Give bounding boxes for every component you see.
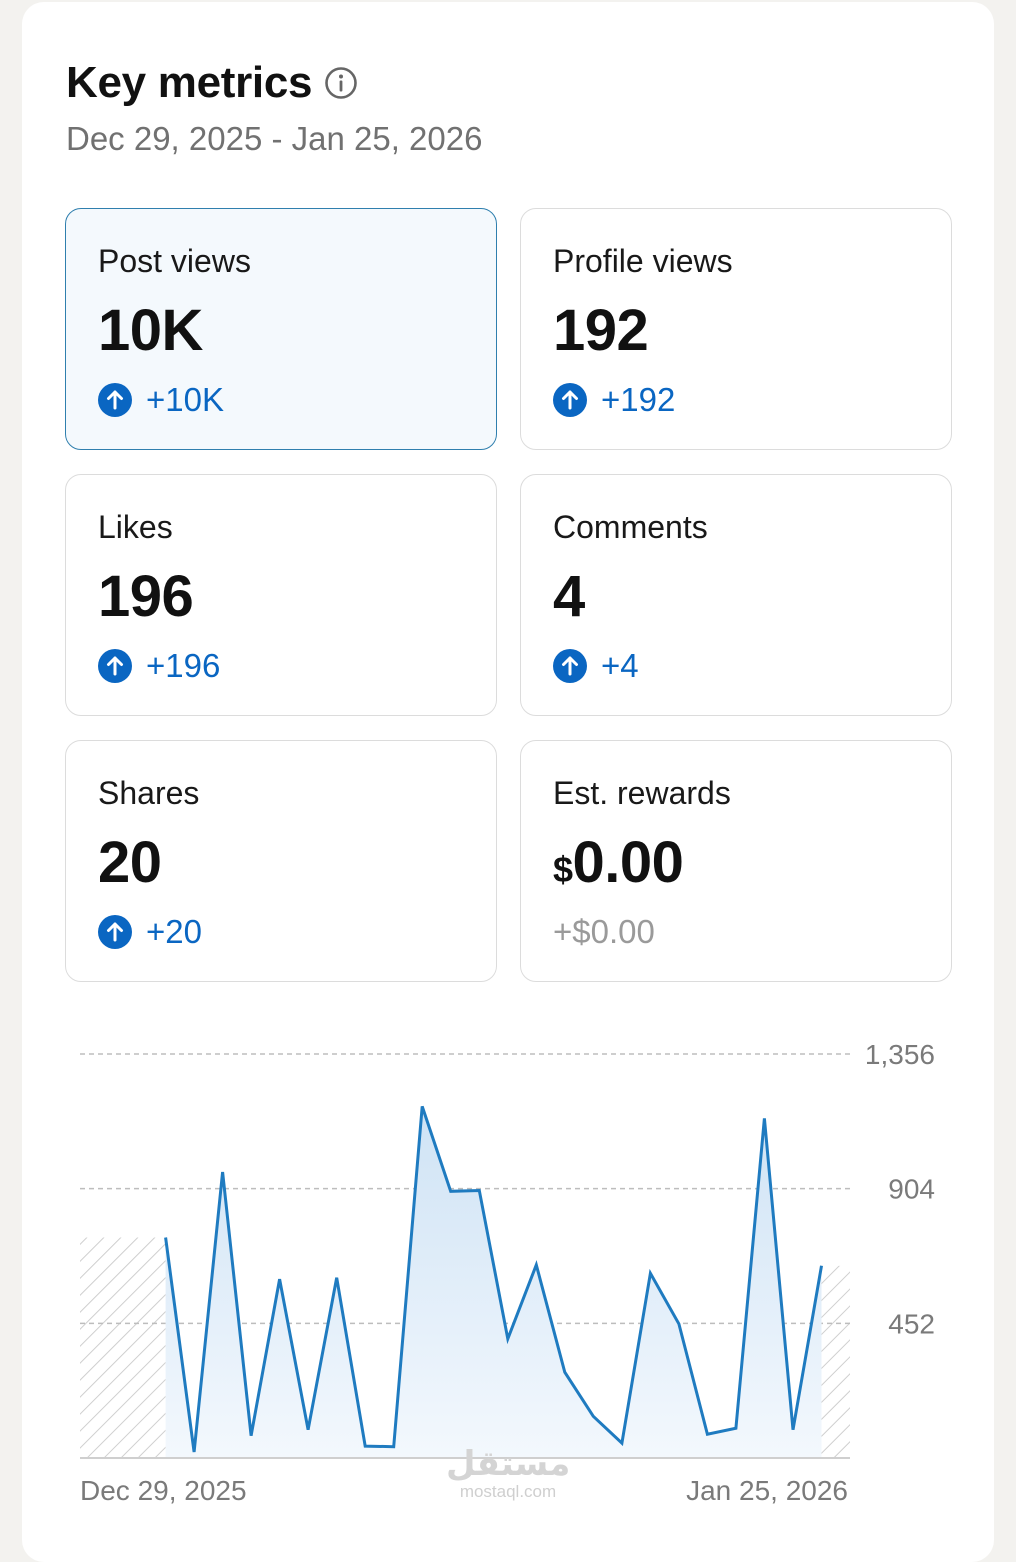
title-row: Key metrics	[66, 58, 358, 108]
metric-change: +4	[553, 647, 639, 685]
metric-value: 20	[98, 830, 162, 895]
metric-card-est-rewards[interactable]: Est. rewards $0.00 +$0.00	[520, 740, 952, 982]
hatched-range	[821, 1265, 850, 1458]
info-icon[interactable]	[324, 66, 358, 100]
metric-change: +20	[98, 913, 202, 951]
metric-card-likes[interactable]: Likes 196 +196	[65, 474, 497, 716]
metric-change-text: +192	[601, 381, 676, 418]
x-tick-label-start: Dec 29, 2025	[80, 1475, 247, 1506]
watermark: مستقل mostaql.com	[446, 1446, 570, 1502]
metric-value: 10K	[98, 298, 203, 363]
metric-change: +192	[553, 381, 675, 419]
metric-label: Shares	[98, 775, 200, 811]
watermark-logo: مستقل	[446, 1445, 571, 1483]
arrow-up-circle-icon	[98, 649, 132, 683]
metric-label: Likes	[98, 509, 173, 545]
arrow-up-circle-icon	[553, 649, 587, 683]
metric-label: Profile views	[553, 243, 733, 279]
metric-label: Est. rewards	[553, 775, 731, 811]
metric-change: +196	[98, 647, 220, 685]
watermark-text: mostaql.com	[459, 1482, 557, 1501]
arrow-up-circle-icon	[98, 383, 132, 417]
metric-change-text: +10K	[146, 381, 224, 418]
metric-value: 4	[553, 564, 585, 629]
y-tick-label: 452	[888, 1308, 935, 1339]
metric-change-text: +$0.00	[553, 913, 655, 950]
metric-value: 192	[553, 298, 649, 363]
series-area	[165, 1106, 822, 1458]
currency-symbol: $	[553, 849, 573, 890]
x-tick-label-end: Jan 25, 2026	[686, 1475, 848, 1506]
metric-change-text: +20	[146, 913, 202, 950]
metric-change-text: +4	[601, 647, 639, 684]
arrow-up-circle-icon	[98, 915, 132, 949]
metric-value-number: 0.00	[572, 830, 684, 895]
metric-label: Post views	[98, 243, 251, 279]
y-tick-label: 1,356	[865, 1039, 935, 1070]
metric-card-shares[interactable]: Shares 20 +20	[65, 740, 497, 982]
metric-change: +$0.00	[553, 913, 655, 951]
hatched-range	[80, 1237, 166, 1458]
metric-change-text: +196	[146, 647, 221, 684]
y-tick-label: 904	[888, 1174, 935, 1205]
metric-card-post-views[interactable]: Post views 10K +10K	[65, 208, 497, 450]
date-range: Dec 29, 2025 - Jan 25, 2026	[66, 120, 483, 157]
metric-label: Comments	[553, 509, 708, 545]
page-title: Key metrics	[66, 58, 313, 107]
metric-value: $0.00	[553, 829, 684, 896]
metric-change: +10K	[98, 381, 224, 419]
metric-card-profile-views[interactable]: Profile views 192 +192	[520, 208, 952, 450]
series-line[interactable]	[164, 1105, 823, 1453]
metric-card-comments[interactable]: Comments 4 +4	[520, 474, 952, 716]
metric-value: 196	[98, 564, 194, 629]
arrow-up-circle-icon	[553, 383, 587, 417]
